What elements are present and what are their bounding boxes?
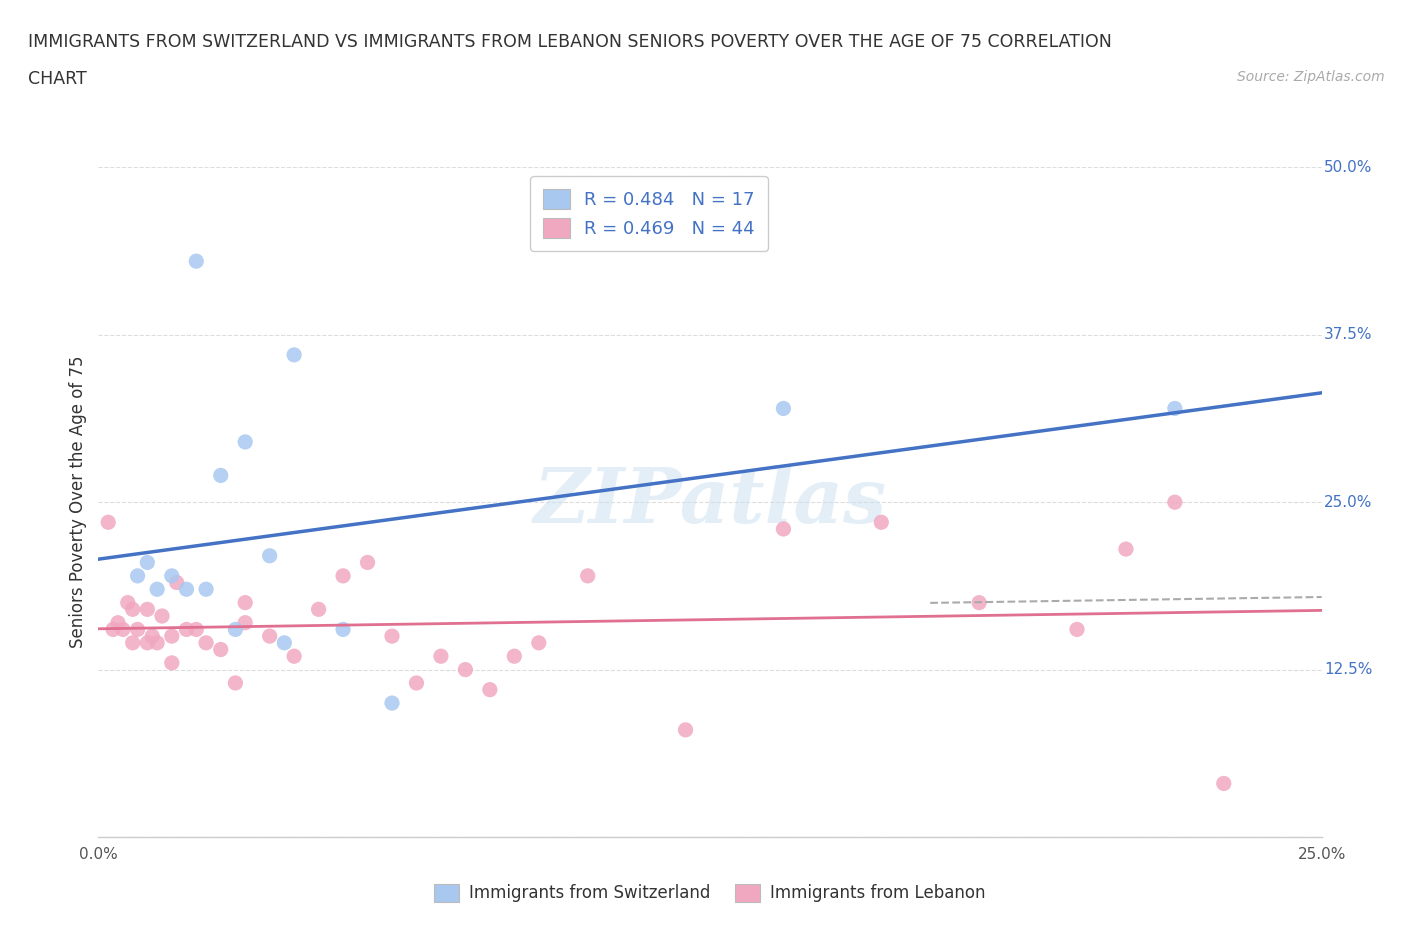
Text: 12.5%: 12.5% [1324,662,1372,677]
Text: IMMIGRANTS FROM SWITZERLAND VS IMMIGRANTS FROM LEBANON SENIORS POVERTY OVER THE : IMMIGRANTS FROM SWITZERLAND VS IMMIGRANT… [28,33,1112,50]
Point [209,642,232,657]
Point [478,683,501,698]
Point [160,656,183,671]
Point [160,629,183,644]
Point [870,515,893,530]
Text: CHART: CHART [28,70,87,87]
Point [405,675,427,690]
Text: ZIPatlas: ZIPatlas [533,465,887,539]
Text: Source: ZipAtlas.com: Source: ZipAtlas.com [1237,70,1385,84]
Point [186,254,208,269]
Point [186,622,208,637]
Point [233,595,256,610]
Point [1164,495,1187,510]
Point [772,401,794,416]
Point [111,622,134,637]
Point [101,622,124,637]
Point [675,723,697,737]
Point [1212,776,1234,790]
Point [381,629,404,644]
Point [430,649,453,664]
Point [233,434,256,449]
Text: 25.0%: 25.0% [1324,495,1372,510]
Point [503,649,526,664]
Point [576,568,599,583]
Point [332,622,354,637]
Point [117,595,139,610]
Point [166,575,188,590]
Point [454,662,477,677]
Point [224,675,246,690]
Point [121,602,143,617]
Point [150,608,173,623]
Point [1115,541,1137,556]
Point [527,635,550,650]
Point [381,696,404,711]
Point [283,348,305,363]
Point [259,629,281,644]
Point [195,582,218,597]
Text: 50.0%: 50.0% [1324,160,1372,175]
Point [224,622,246,637]
Point [176,582,198,597]
Point [1066,622,1088,637]
Text: 37.5%: 37.5% [1324,327,1372,342]
Point [233,616,256,631]
Point [259,549,281,564]
Point [136,635,159,650]
Point [136,555,159,570]
Point [176,622,198,637]
Point [195,635,218,650]
Point [967,595,990,610]
Point [772,522,794,537]
Point [332,568,354,583]
Point [160,568,183,583]
Point [127,622,149,637]
Legend: Immigrants from Switzerland, Immigrants from Lebanon: Immigrants from Switzerland, Immigrants … [427,877,993,909]
Point [136,602,159,617]
Point [308,602,330,617]
Point [273,635,295,650]
Point [146,635,169,650]
Point [97,515,120,530]
Point [141,629,163,644]
Y-axis label: Seniors Poverty Over the Age of 75: Seniors Poverty Over the Age of 75 [69,356,87,648]
Point [127,568,149,583]
Point [107,616,129,631]
Point [283,649,305,664]
Point [356,555,378,570]
Point [146,582,169,597]
Point [209,468,232,483]
Point [1164,401,1187,416]
Point [121,635,143,650]
